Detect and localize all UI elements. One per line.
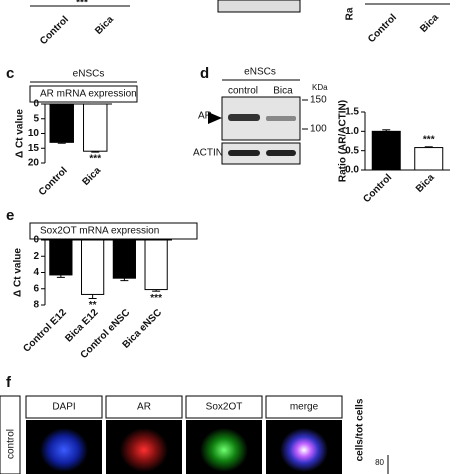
bar [144, 239, 168, 291]
significance: ** [89, 300, 97, 311]
x-tick-label: Control [37, 165, 70, 198]
significance: *** [423, 134, 435, 145]
channel-header-box [105, 395, 183, 419]
bar [81, 239, 105, 295]
y-axis-label: Δ Ct value [13, 248, 24, 297]
row-label: AR [198, 111, 212, 122]
band [266, 116, 296, 121]
panel-letter: f [6, 374, 12, 391]
bar [414, 147, 444, 171]
bar [112, 239, 136, 279]
y-tick-label: 20 [28, 158, 40, 169]
arrow [208, 112, 222, 124]
chart-title: AR mRNA expression [40, 89, 137, 100]
bar [83, 103, 108, 152]
microscopy-grid: DAPI AR Sox2OT merge [25, 395, 343, 474]
cell-cluster [120, 428, 168, 472]
channel-header: merge [290, 402, 319, 413]
y-tick-label: 0 [33, 235, 39, 246]
y-tick-label: 15 [28, 143, 40, 154]
x-tick-label: Control E12 [21, 307, 69, 355]
significance: *** [150, 293, 162, 304]
lane-label: control [228, 86, 258, 97]
unit: KDa [312, 83, 328, 92]
y-tick-label: 1.5 [345, 107, 359, 118]
marker-label: 100 [310, 124, 327, 135]
y-axis-label: Δ Ct value [15, 109, 26, 158]
row-box [0, 395, 21, 474]
tick-label: 80 [375, 458, 384, 467]
band [266, 150, 296, 156]
row-label: ACTIN [193, 148, 223, 159]
band [228, 150, 260, 156]
x-tick-label: Bica [81, 165, 104, 188]
x-label: Control [366, 12, 399, 45]
x-label: Bica [93, 14, 116, 37]
y-tick-label: 6 [33, 283, 39, 294]
axis-label: cells/tot cells [355, 398, 366, 461]
title-box [29, 222, 198, 240]
channel-header-box [185, 395, 263, 419]
x-label: Bica [418, 12, 441, 35]
channel-header: AR [137, 402, 151, 413]
y-tick-label: 0.5 [345, 145, 359, 156]
bar [49, 239, 73, 276]
blot-image [221, 142, 301, 165]
marker-label: 150 [310, 95, 327, 106]
y-tick-label: 0.0 [345, 165, 359, 176]
chart-title: Sox2OT mRNA expression [40, 226, 159, 237]
blot-group: eNSCs [244, 67, 276, 78]
cell-cluster [280, 428, 328, 472]
channel-header-box [265, 395, 343, 419]
y-tick-label: 5 [33, 113, 39, 124]
panel-letter: e [6, 207, 14, 224]
row-label: control [6, 429, 17, 459]
y-axis-label: Ratio (AR/ACTIN) [338, 100, 349, 182]
x-tick-label: Control [361, 172, 394, 205]
channel-header-box [25, 395, 103, 419]
title-box [29, 85, 138, 103]
channel-header: Sox2OT [206, 402, 243, 413]
group-label: eNSCs [73, 69, 105, 80]
y-tick-label: 10 [28, 128, 40, 139]
cell-cluster [40, 428, 88, 472]
band [228, 114, 260, 121]
channel-header: DAPI [52, 402, 75, 413]
axis-label: Ra [345, 7, 356, 20]
cell-cluster [200, 428, 248, 472]
y-tick-label: 4 [33, 267, 39, 278]
significance: *** [89, 154, 101, 165]
bar [371, 130, 401, 171]
y-tick-label: 0 [33, 99, 39, 110]
y-tick-label: 1.0 [345, 126, 359, 137]
y-tick-label: 2 [33, 251, 39, 262]
y-tick-label: 8 [33, 300, 39, 311]
panel-letter: d [200, 65, 209, 82]
x-tick-label: Bica [414, 172, 437, 195]
x-label: Control [38, 14, 71, 47]
blot-crop [217, 0, 301, 13]
panel-letter: c [6, 65, 14, 82]
lane-label: Bica [273, 86, 293, 97]
significance: *** [76, 0, 88, 9]
bar [49, 103, 74, 143]
